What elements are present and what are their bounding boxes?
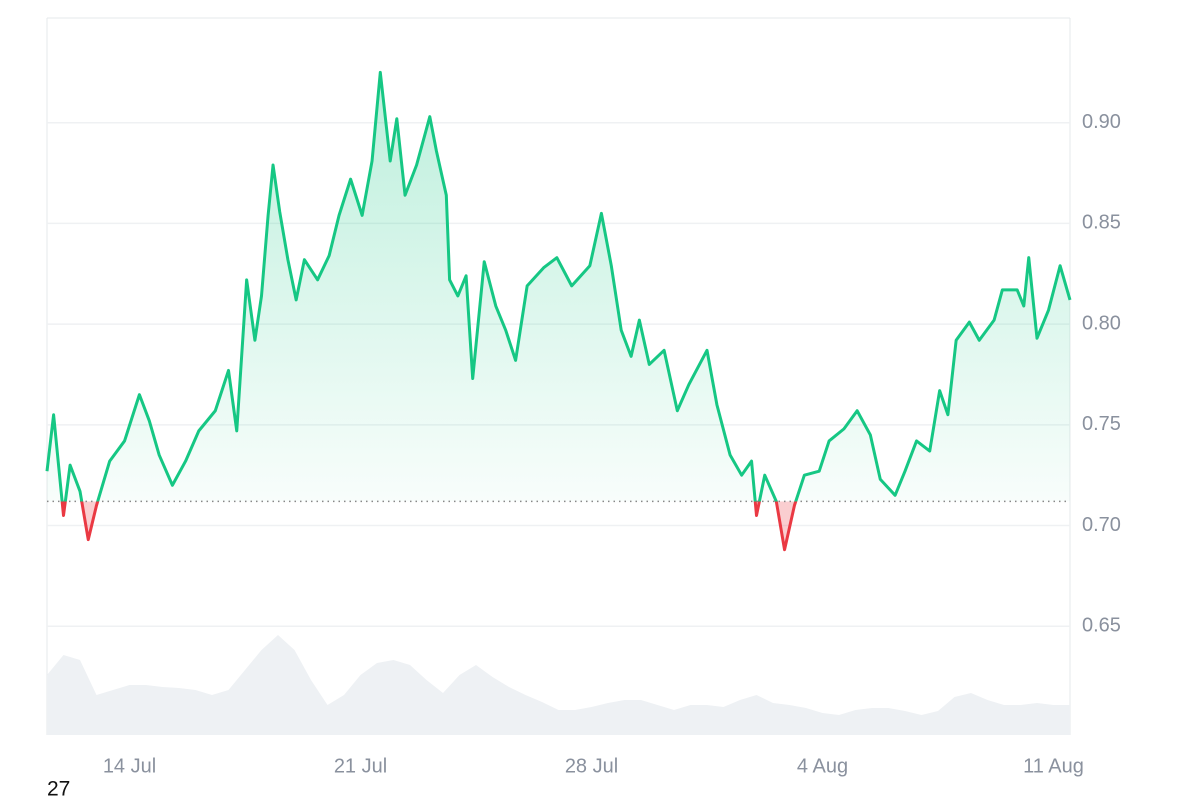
volume-area [47,635,1070,735]
x-tick-label: 4 Aug [797,755,848,777]
x-tick-label: 28 Jul [565,755,618,777]
price-line [45,70,1072,552]
y-tick-label: 0.75 [1082,413,1121,435]
x-tick-label: 11 Aug [1023,755,1084,777]
y-tick-label: 0.65 [1082,615,1121,637]
y-tick-label: 0.85 [1082,212,1121,234]
price-area [47,72,1070,550]
y-tick-label: 0.70 [1082,514,1121,536]
y-tick-label: 0.90 [1082,111,1121,133]
x-tick-label: 14 Jul [103,755,156,777]
x-tick-label: 21 Jul [334,755,387,777]
y-tick-label: 0.80 [1082,312,1121,334]
annotation: 27 [47,778,70,800]
